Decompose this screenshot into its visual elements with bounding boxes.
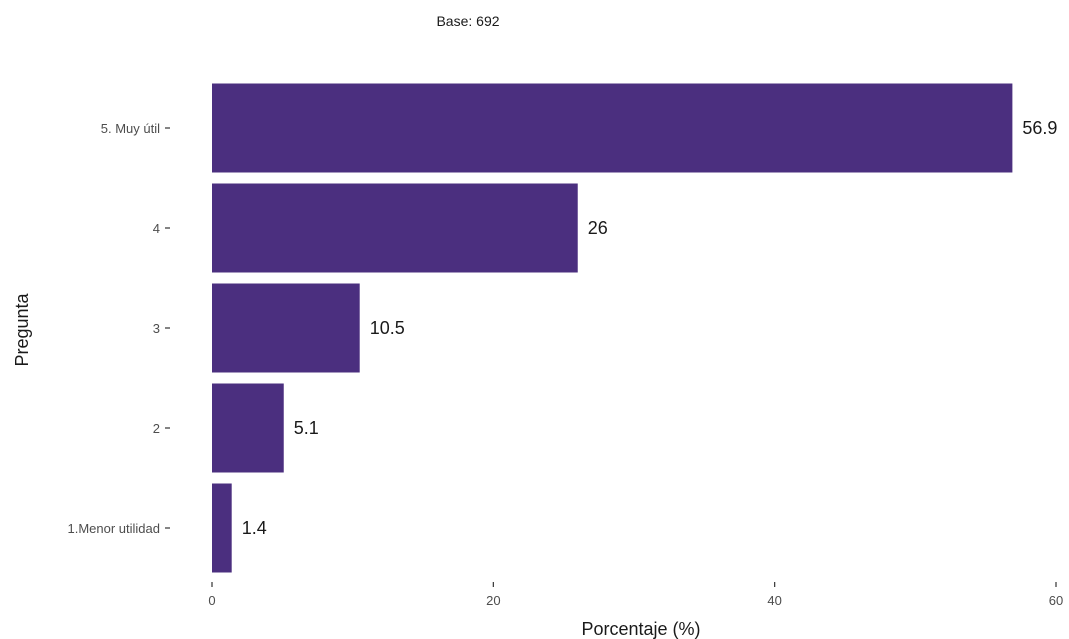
data-label: 10.5 <box>370 318 405 338</box>
bar <box>212 83 1013 173</box>
x-tick-label: 20 <box>486 593 500 608</box>
y-tick-label: 4 <box>153 221 160 236</box>
x-tick-label: 60 <box>1049 593 1063 608</box>
y-axis-title: Pregunta <box>12 292 32 366</box>
data-label: 1.4 <box>242 518 267 538</box>
bar <box>212 383 284 473</box>
x-tick-label: 0 <box>208 593 215 608</box>
x-tick-label: 40 <box>767 593 781 608</box>
data-label: 56.9 <box>1022 118 1057 138</box>
x-axis-title: Porcentaje (%) <box>581 619 700 639</box>
y-axis: 5. Muy útil 4 3 2 1.Menor utilidad <box>68 121 170 536</box>
y-tick-label: 5. Muy útil <box>101 121 160 136</box>
y-tick-label: 3 <box>153 321 160 336</box>
y-tick-label: 2 <box>153 421 160 436</box>
bar <box>212 283 360 373</box>
bars-group <box>212 83 1013 573</box>
x-axis: 0 20 40 60 <box>208 582 1063 608</box>
y-tick-label: 1.Menor utilidad <box>68 521 161 536</box>
chart-subtitle: Base: 692 <box>436 13 499 29</box>
data-labels-group: 56.9 26 10.5 5.1 1.4 <box>242 118 1058 538</box>
bar <box>212 483 232 573</box>
data-label: 5.1 <box>294 418 319 438</box>
data-label: 26 <box>588 218 608 238</box>
bar <box>212 183 578 273</box>
